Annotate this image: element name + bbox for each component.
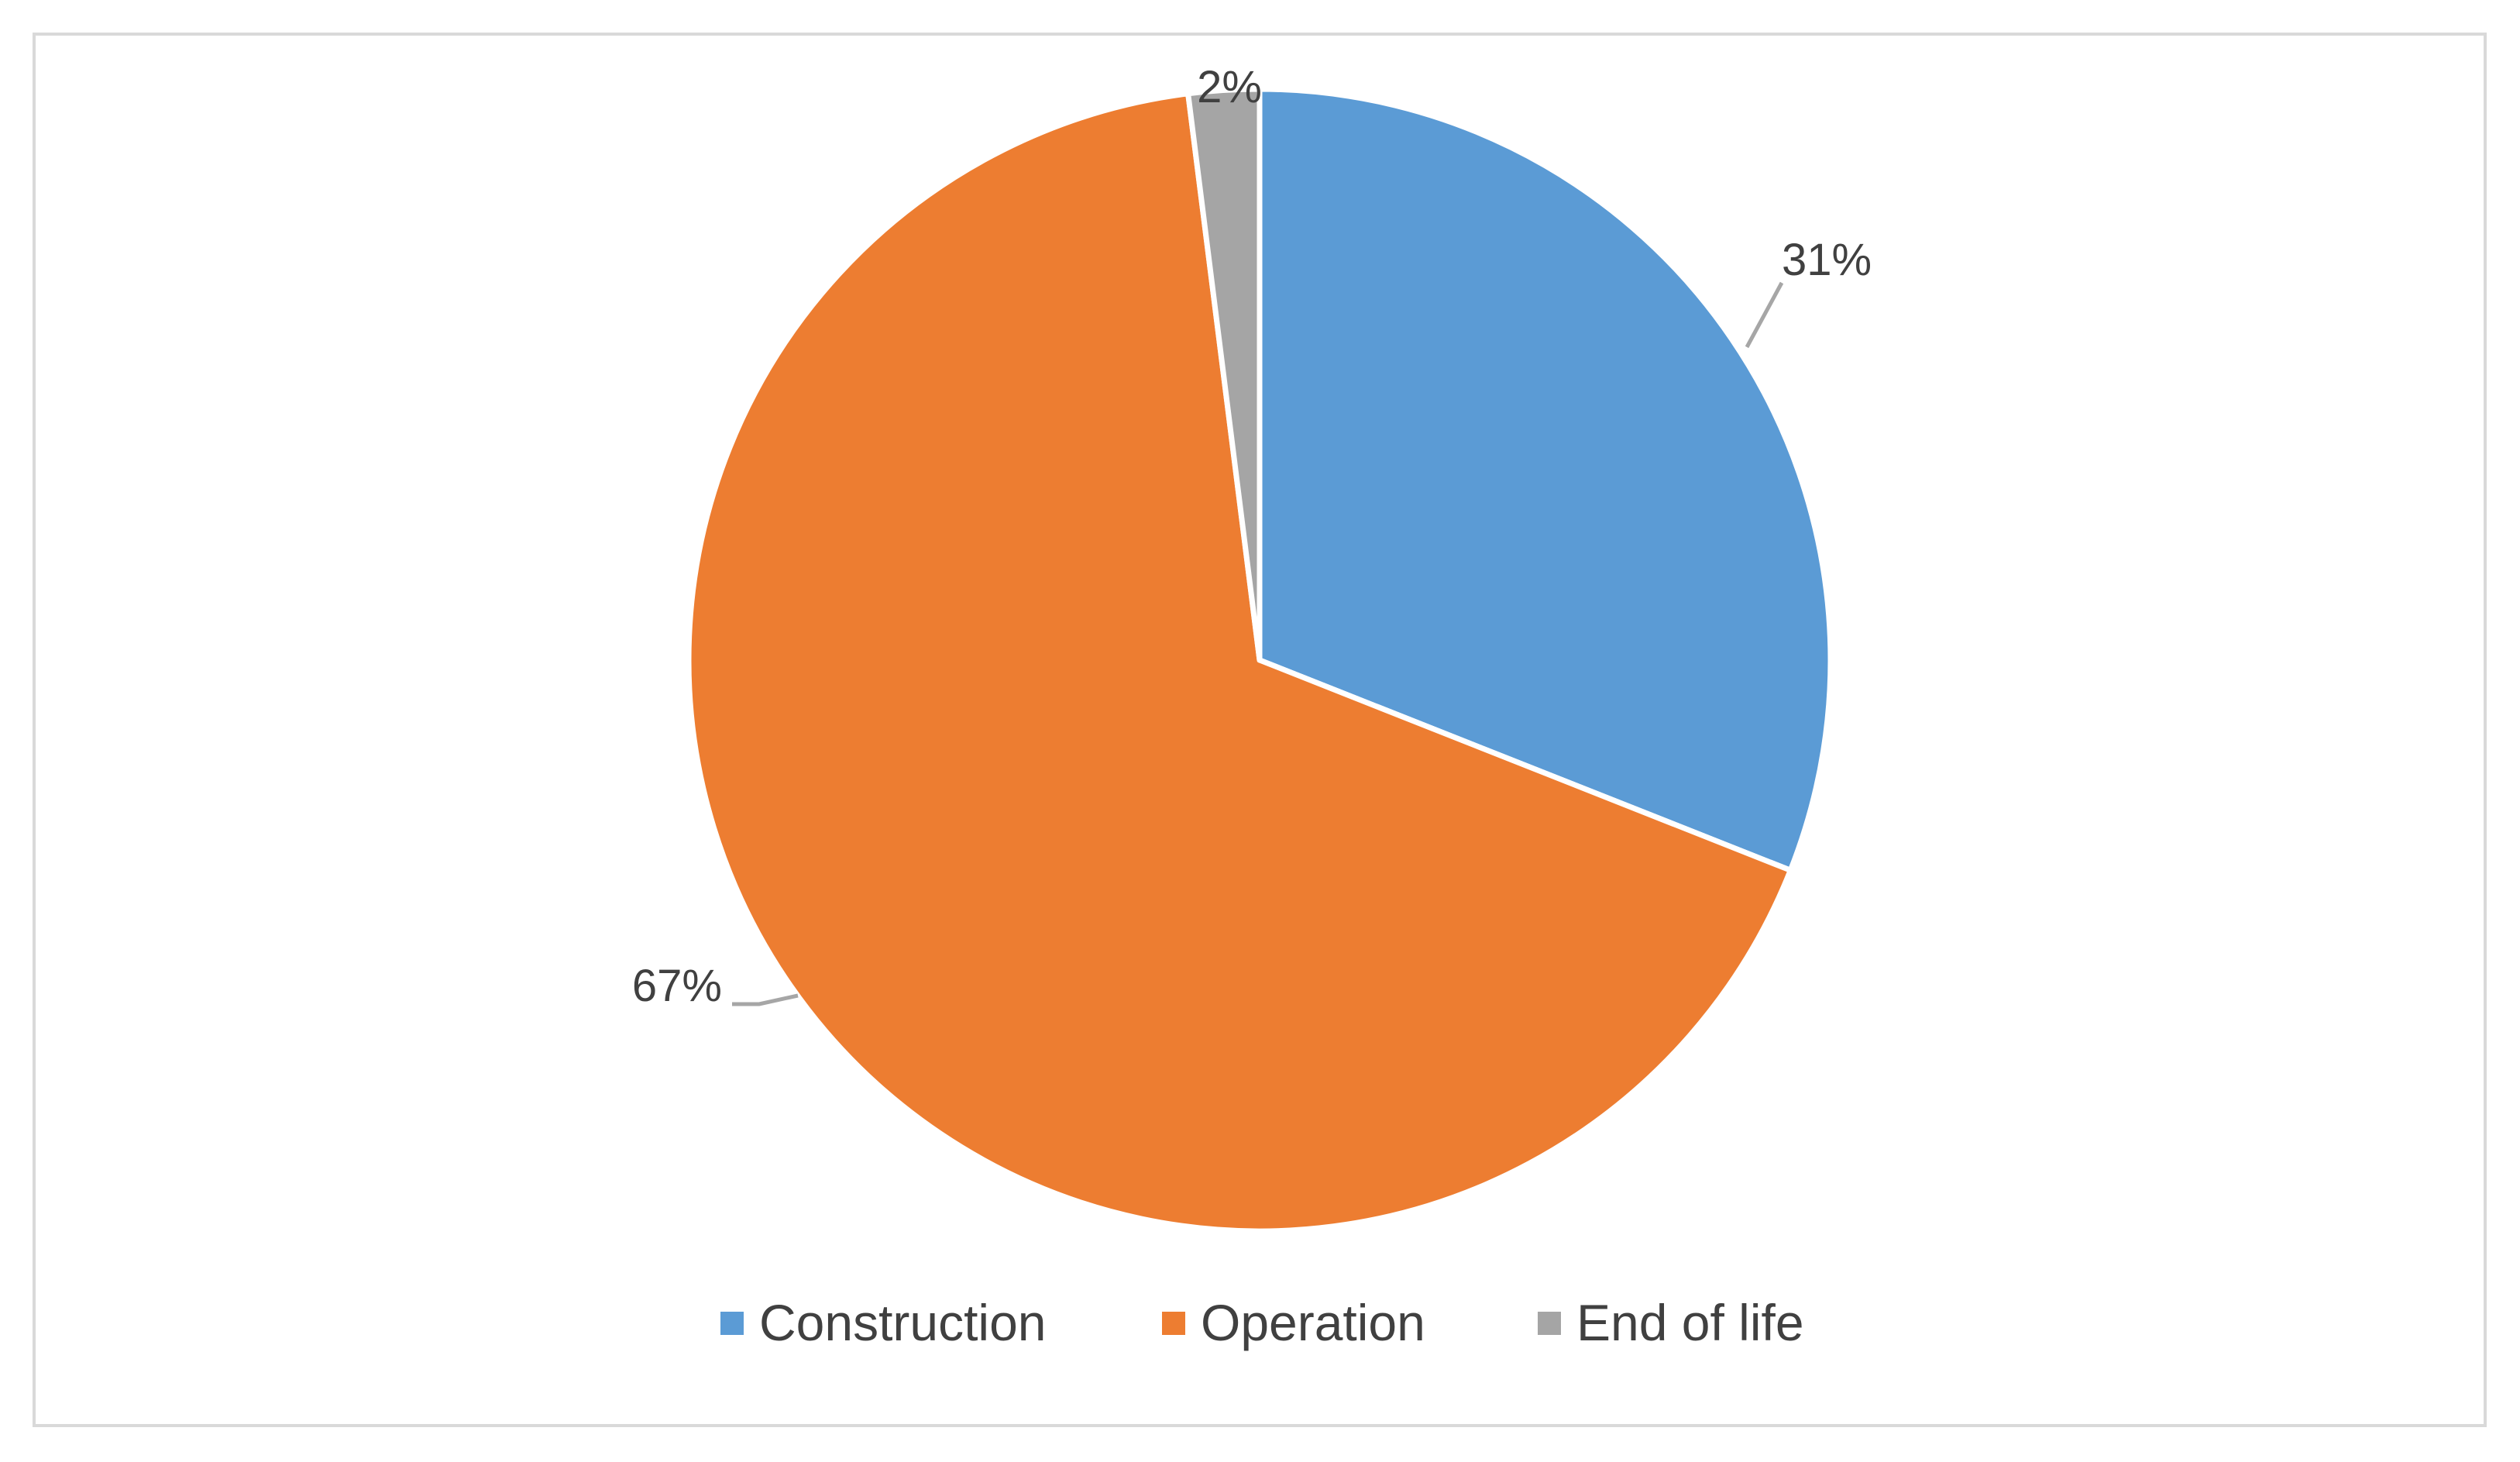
legend: Construction Operation End of life — [720, 1294, 1804, 1351]
legend-swatch-operation — [1162, 1312, 1185, 1335]
legend-swatch-construction — [720, 1312, 744, 1335]
legend-label-operation: Operation — [1201, 1294, 1425, 1351]
pie-slice-end-of-life — [1185, 86, 1263, 663]
data-label-construction: 31% — [1782, 235, 1872, 285]
legend-label-end-of-life: End of life — [1576, 1294, 1804, 1351]
data-label-end-of-life: 2% — [1197, 62, 1262, 112]
legend-label-construction: Construction — [759, 1294, 1047, 1351]
data-labels: 31% 67% 2% — [632, 62, 1872, 1011]
legend-item-end-of-life: End of life — [1538, 1294, 1804, 1351]
legend-item-operation: Operation — [1162, 1294, 1425, 1351]
legend-item-construction: Construction — [720, 1294, 1047, 1351]
pie-slice-operation — [686, 91, 1793, 1234]
legend-swatch-end-of-life — [1538, 1312, 1561, 1335]
data-label-operation: 67% — [632, 961, 722, 1011]
leader-line-operation — [732, 993, 799, 1006]
pie-slice-construction — [1257, 86, 1834, 873]
leader-line-construction — [1745, 281, 1784, 349]
pie-slices — [686, 86, 1834, 1234]
leader-lines — [732, 281, 1784, 1006]
